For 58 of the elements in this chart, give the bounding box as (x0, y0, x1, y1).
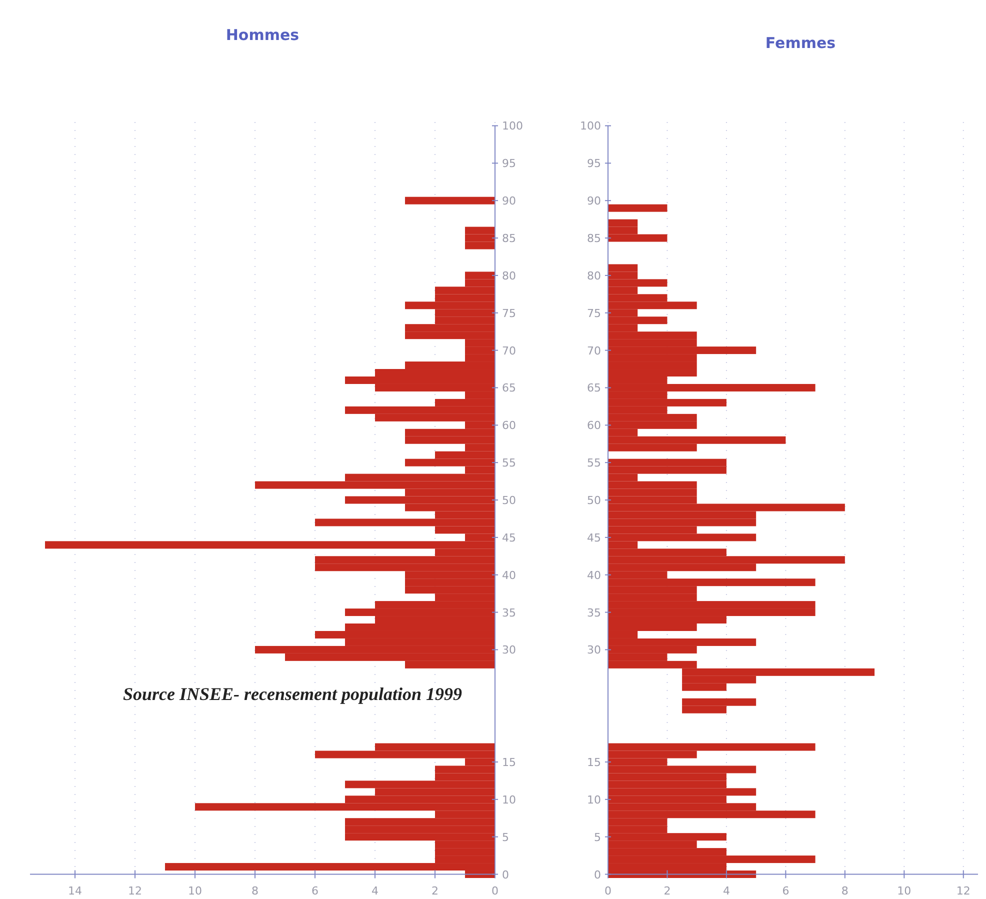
y-tick-label: 10 (502, 793, 516, 806)
y-tick-label: 10 (587, 793, 601, 806)
y-tick-label: 90 (587, 194, 601, 208)
x-tick-label: 12 (956, 884, 970, 898)
y-tick-label: 15 (502, 756, 516, 769)
y-tick-label: 80 (587, 269, 601, 282)
y-tick-label: 50 (502, 494, 516, 507)
y-tick-label: 100 (502, 120, 523, 133)
y-tick-label: 35 (502, 606, 516, 620)
y-tick-label: 95 (587, 157, 601, 170)
y-tick-label: 0 (502, 868, 509, 882)
x-tick-label: 8 (841, 884, 848, 898)
x-tick-label: 6 (312, 884, 318, 898)
y-tick-label: 60 (502, 419, 516, 432)
annotation: Source INSEE- recensement population 1999 (123, 684, 462, 704)
chart-title: Femmes (765, 34, 836, 52)
y-tick-label: 60 (587, 419, 601, 432)
x-tick-label: 6 (782, 884, 790, 898)
x-tick-label: 0 (492, 884, 498, 898)
x-tick-label: 8 (252, 884, 258, 898)
x-tick-label: 10 (897, 884, 912, 898)
bar (405, 196, 495, 204)
y-tick-label: 30 (502, 644, 516, 657)
chart-title: Hommes (226, 26, 300, 44)
y-tick-label: 5 (502, 830, 509, 844)
y-tick-label: 40 (502, 568, 516, 582)
y-tick-label: 100 (580, 120, 601, 133)
y-tick-label: 75 (502, 306, 516, 320)
x-tick-label: 4 (722, 884, 730, 898)
y-tick-label: 75 (587, 306, 601, 320)
y-tick-label: 5 (594, 830, 601, 844)
y-tick-label: 55 (502, 456, 516, 470)
y-tick-label: 15 (587, 756, 601, 769)
y-tick-label: 70 (502, 344, 516, 358)
y-tick-label: 45 (587, 531, 601, 544)
y-tick-label: 0 (594, 868, 601, 882)
y-tick-label: 35 (587, 606, 601, 620)
y-tick-label: 55 (587, 456, 601, 470)
y-tick-label: 95 (502, 157, 516, 170)
x-tick-label: 14 (68, 884, 82, 898)
bar (608, 204, 668, 212)
x-tick-label: 0 (604, 884, 612, 898)
y-tick-label: 70 (587, 344, 601, 358)
x-tick-label: 2 (432, 884, 438, 898)
y-tick-label: 85 (502, 232, 516, 246)
y-tick-label: 65 (502, 382, 516, 395)
x-tick-label: 10 (188, 884, 202, 898)
y-tick-label: 85 (587, 232, 601, 246)
y-tick-label: 80 (502, 269, 516, 282)
x-tick-label: 4 (372, 884, 378, 898)
x-tick-label: 12 (128, 884, 142, 898)
x-tick-label: 2 (664, 884, 671, 898)
y-tick-label: 30 (587, 644, 601, 657)
y-tick-label: 50 (587, 494, 601, 507)
y-tick-label: 45 (502, 531, 516, 544)
y-tick-label: 65 (587, 382, 601, 395)
y-tick-label: 40 (587, 568, 601, 582)
y-tick-label: 90 (502, 194, 516, 208)
